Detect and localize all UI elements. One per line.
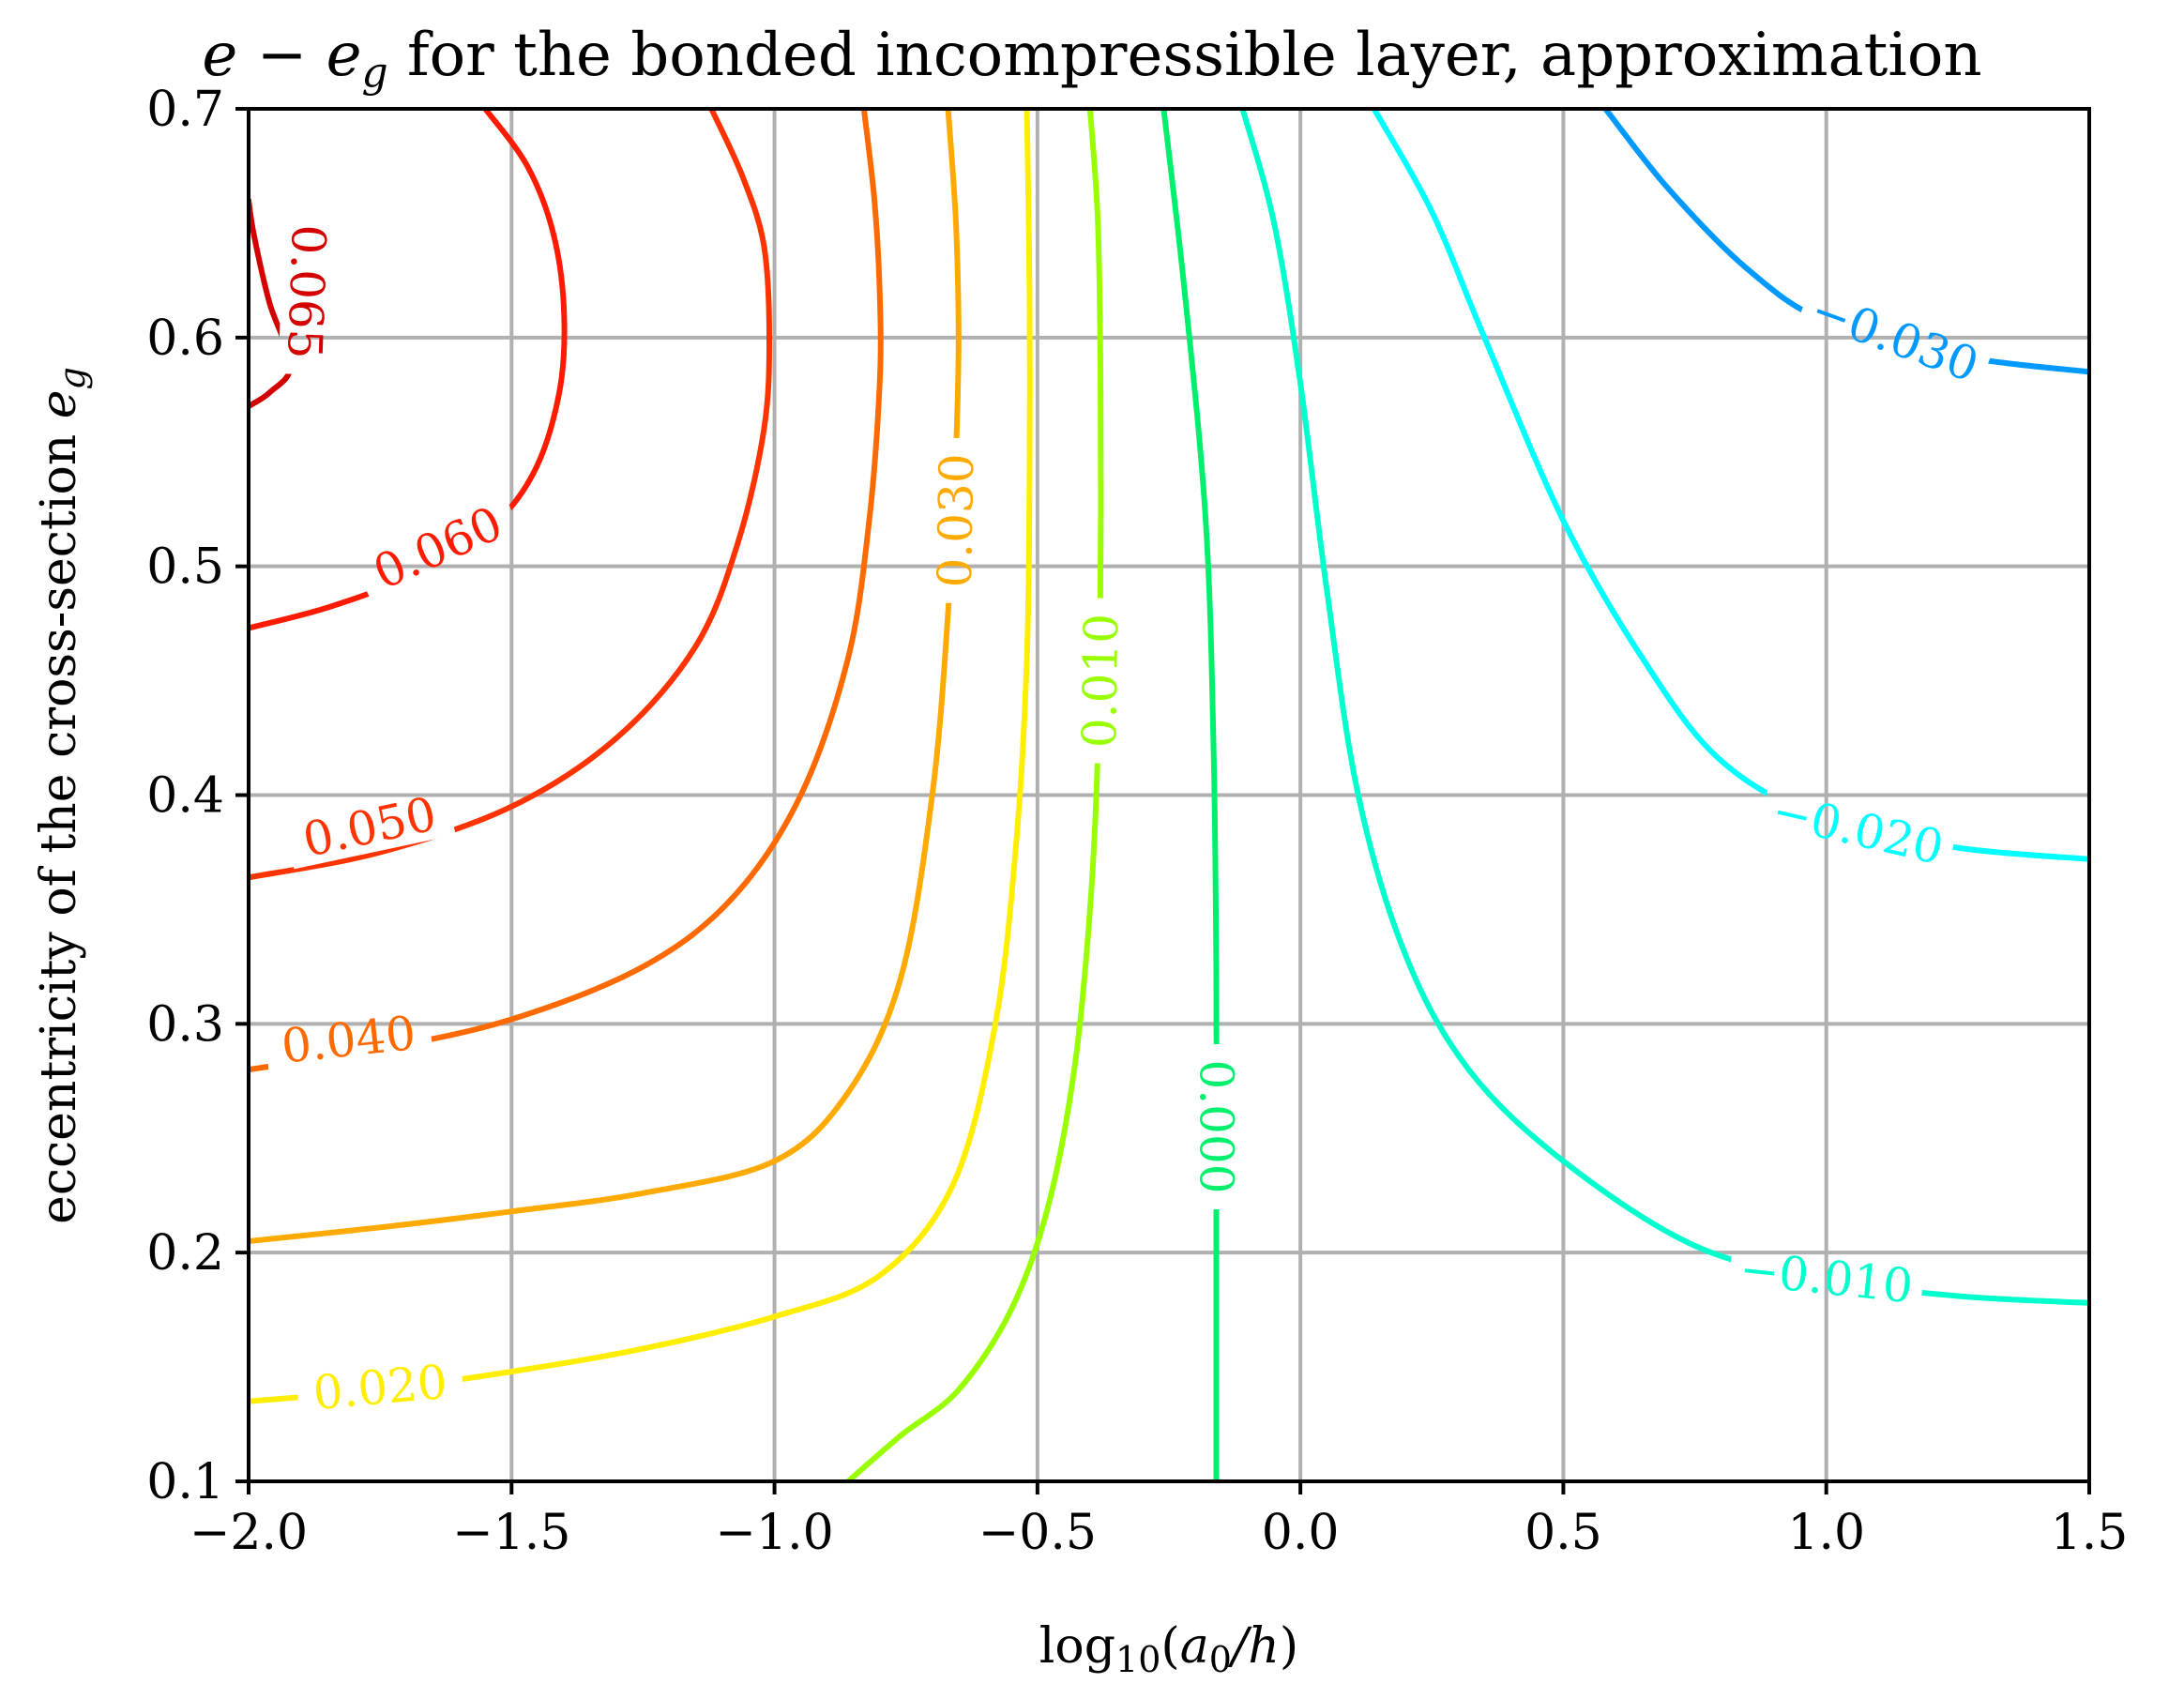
y-tick-label: 0.1 bbox=[146, 1454, 224, 1510]
axis-ticks bbox=[235, 107, 2091, 1494]
contour-lines bbox=[249, 109, 2089, 1481]
contour-label: 0.065 bbox=[277, 224, 336, 360]
y-axis-label: eccentricity of the cross-section eg bbox=[31, 367, 93, 1224]
x-tick-label: 0.5 bbox=[1524, 1505, 1602, 1561]
contour-line bbox=[249, 109, 1033, 1404]
x-tick-labels: −2.0 −1.5 −1.0 −0.5 0.0 0.5 1.0 1.5 bbox=[190, 1505, 2128, 1561]
y-tick-label: 0.2 bbox=[146, 1225, 224, 1282]
contour-line bbox=[249, 109, 884, 1073]
contour-line bbox=[249, 197, 294, 409]
x-tick-label: 0.0 bbox=[1262, 1505, 1340, 1561]
y-tick-labels: 0.1 0.2 0.3 0.4 0.5 0.6 0.7 bbox=[146, 82, 224, 1510]
contour-label: 0.020 bbox=[311, 1355, 449, 1420]
x-tick-label: −2.0 bbox=[190, 1505, 308, 1561]
contour-line bbox=[1602, 109, 2089, 375]
x-tick-label: −1.0 bbox=[715, 1505, 833, 1561]
y-tick-label: 0.7 bbox=[146, 82, 224, 138]
contour-line bbox=[1239, 109, 2089, 1306]
contour-line bbox=[845, 109, 1104, 1481]
contour-line bbox=[249, 109, 568, 631]
y-tick-label: 0.4 bbox=[146, 768, 224, 825]
x-tick-label: −1.5 bbox=[452, 1505, 570, 1561]
contour-label: 0.010 bbox=[1072, 614, 1129, 749]
x-tick-label: 1.5 bbox=[2051, 1505, 2129, 1561]
contour-label: 0.030 bbox=[928, 453, 984, 588]
x-tick-label: −0.5 bbox=[978, 1505, 1097, 1561]
y-tick-label: 0.3 bbox=[146, 996, 224, 1053]
chart-title: e − eg for the bonded incompressible lay… bbox=[202, 21, 1981, 97]
y-tick-label: 0.5 bbox=[146, 539, 224, 596]
contour-line bbox=[1160, 109, 1220, 1481]
x-tick-label: 1.0 bbox=[1787, 1505, 1865, 1561]
contour-line bbox=[249, 109, 772, 881]
contour-line bbox=[249, 109, 962, 1244]
y-tick-label: 0.6 bbox=[146, 311, 224, 367]
contour-line bbox=[1371, 109, 2089, 862]
contour-label: 0.000 bbox=[1189, 1059, 1243, 1193]
x-axis-label: log10(a0/h) bbox=[1039, 1618, 1298, 1680]
